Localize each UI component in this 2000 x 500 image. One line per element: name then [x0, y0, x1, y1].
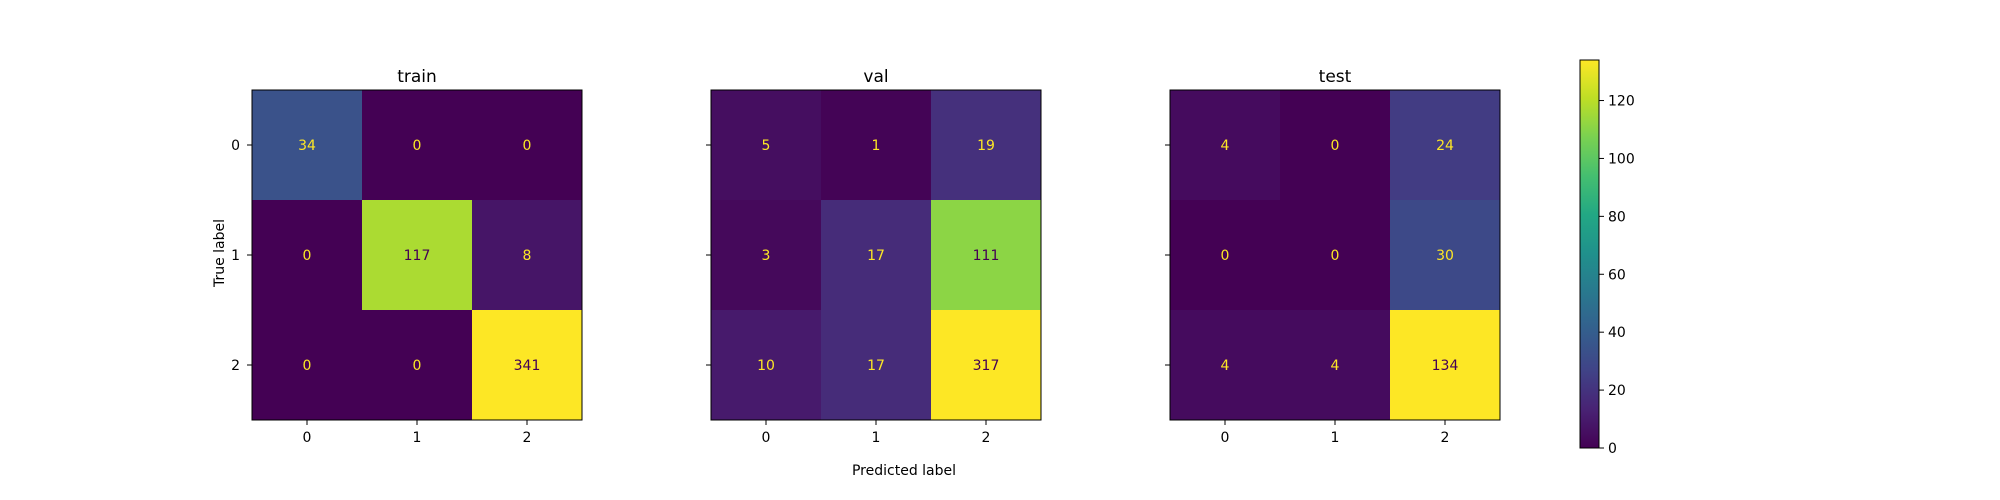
colorbar-tick-label: 80: [1608, 209, 1626, 225]
cell-value-label: 0: [413, 358, 422, 374]
cell-value-label: 0: [1331, 248, 1340, 264]
panel-train: train 34 0 0 0 117 8 0 0 341 0 1 2 0 1 2: [231, 67, 583, 446]
x-tick-label: 0: [303, 430, 312, 446]
cell-value-label: 0: [303, 358, 312, 374]
matrix-cell: [821, 310, 931, 420]
matrix-cell: [1170, 90, 1280, 200]
colorbar-tick-label: 40: [1608, 325, 1626, 341]
cell-value-label: 134: [1432, 358, 1459, 374]
matrix-cell: [711, 310, 821, 420]
x-tick-label: 2: [523, 430, 532, 446]
x-tick-label: 1: [872, 430, 881, 446]
matrix-cell: [711, 90, 821, 200]
matrix-cell: [1170, 200, 1280, 310]
cell-value-label: 0: [523, 138, 532, 154]
matrix-cell: [1170, 310, 1280, 420]
y-tick-label: 0: [231, 138, 240, 154]
matrix-cell: [1280, 90, 1390, 200]
cell-value-label: 24: [1436, 138, 1454, 154]
colorbar-gradient: [1579, 59, 1600, 449]
matrix-cell: [252, 310, 362, 420]
cell-value-label: 0: [303, 248, 312, 264]
matrix-cell: [472, 310, 582, 420]
x-tick-label: 1: [413, 430, 422, 446]
x-axis-label: Predicted label: [852, 463, 956, 479]
cell-value-label: 1: [872, 138, 881, 154]
matrix-cell: [1390, 200, 1500, 310]
y-axis-label: True label: [212, 219, 228, 288]
cell-value-label: 30: [1436, 248, 1454, 264]
matrix-cell: [472, 90, 582, 200]
cell-value-label: 0: [1221, 248, 1230, 264]
matrix-cell: [1390, 90, 1500, 200]
cell-value-label: 117: [404, 248, 431, 264]
matrix-cell: [362, 90, 472, 200]
matrix-cell: [252, 90, 362, 200]
y-tick-label: 2: [231, 358, 240, 374]
cell-value-label: 8: [523, 248, 532, 264]
panel-title: val: [863, 67, 888, 87]
panel-test: test 4 0 24 0 0 30 4 4 134 0 1 2: [1165, 67, 1501, 446]
matrix-cell: [362, 200, 472, 310]
colorbar-tick-label: 0: [1608, 441, 1617, 457]
colorbar-tick-label: 100: [1608, 151, 1635, 167]
x-tick-label: 0: [762, 430, 771, 446]
colorbar-tick-label: 60: [1608, 267, 1626, 283]
cell-value-label: 3: [762, 248, 771, 264]
cell-value-label: 17: [867, 248, 885, 264]
matrix-cell: [931, 310, 1041, 420]
matrix-cell: [821, 90, 931, 200]
x-tick-label: 0: [1221, 430, 1230, 446]
cell-value-label: 19: [977, 138, 995, 154]
cell-value-label: 34: [298, 138, 316, 154]
colorbar-tick-label: 120: [1608, 94, 1635, 110]
matrix-cell: [1280, 200, 1390, 310]
cell-value-label: 0: [1331, 138, 1340, 154]
cell-value-label: 4: [1331, 358, 1340, 374]
cell-value-label: 4: [1221, 358, 1230, 374]
cell-value-label: 5: [762, 138, 771, 154]
matrix-cell: [362, 310, 472, 420]
matrix-cell: [931, 200, 1041, 310]
colorbar: 0 20 40 60 80 100 120: [1579, 59, 1635, 457]
colorbar-tick-label: 20: [1608, 383, 1626, 399]
matrix-cell: [821, 200, 931, 310]
x-tick-label: 2: [1441, 430, 1450, 446]
matrix-cell: [931, 90, 1041, 200]
matrix-cell: [472, 200, 582, 310]
x-tick-label: 1: [1331, 430, 1340, 446]
x-tick-label: 2: [982, 430, 991, 446]
cell-value-label: 10: [757, 358, 775, 374]
matrix-cell: [1390, 310, 1500, 420]
cell-value-label: 341: [514, 358, 541, 374]
cell-value-label: 4: [1221, 138, 1230, 154]
matrix-cell: [252, 200, 362, 310]
cell-value-label: 317: [973, 358, 1000, 374]
matrix-cell: [711, 200, 821, 310]
cell-value-label: 111: [973, 248, 1000, 264]
cell-value-label: 0: [413, 138, 422, 154]
y-tick-label: 1: [231, 248, 240, 264]
cell-value-label: 17: [867, 358, 885, 374]
panel-title: train: [397, 67, 437, 87]
panel-title: test: [1319, 67, 1352, 87]
matrix-cell: [1280, 310, 1390, 420]
